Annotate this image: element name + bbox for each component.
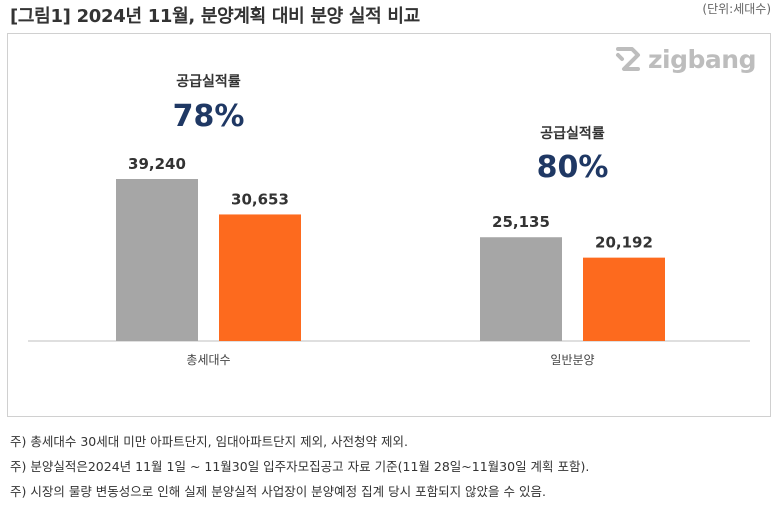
chart-panel: zigbang 39,240 30,653 25,135 20,192 총세대수… [7,33,771,417]
footnote: 주) 총세대수 30세대 미만 아파트단지, 임대아파트단지 제외, 사전청약 … [10,434,408,449]
logo-text: zigbang [648,44,756,74]
chart-title: [그림1] 2024년 11월, 분양계획 대비 분양 실적 비교 [10,6,420,27]
category-label-total: 총세대수 [186,353,230,367]
bar-total-plan [116,179,198,341]
data-label-general-actual: 20,192 [595,234,653,252]
rate-value-general: 80% [537,150,609,185]
footnote: 주) 시장의 물량 변동성으로 인해 실제 분양실적 사업장이 분양예정 집계 … [10,484,546,499]
zigbang-logo-icon [616,47,640,71]
bar-total-actual [219,214,301,341]
bar-general-plan [480,237,562,341]
category-label-general: 일반분양 [550,353,594,367]
rate-label-general: 공급실적률 [540,125,605,142]
data-label-total-plan: 39,240 [128,155,186,173]
data-label-total-actual: 30,653 [231,190,289,208]
rate-value-total: 78% [173,99,245,134]
rate-label-total: 공급실적률 [176,73,241,90]
bar-chart: 39,240 30,653 25,135 20,192 총세대수 일반분양 공급… [28,73,750,367]
zigbang-logo: zigbang [612,44,762,74]
bar-general-actual [583,257,665,341]
footnote: 주) 분양실적은2024년 11월 1일 ~ 11월30일 입주자모집공고 자료… [10,459,590,474]
footnotes: 주) 총세대수 30세대 미만 아파트단지, 임대아파트단지 제외, 사전청약 … [10,432,770,507]
data-label-general-plan: 25,135 [492,213,550,231]
unit-label: (단위:세대수) [702,2,771,16]
